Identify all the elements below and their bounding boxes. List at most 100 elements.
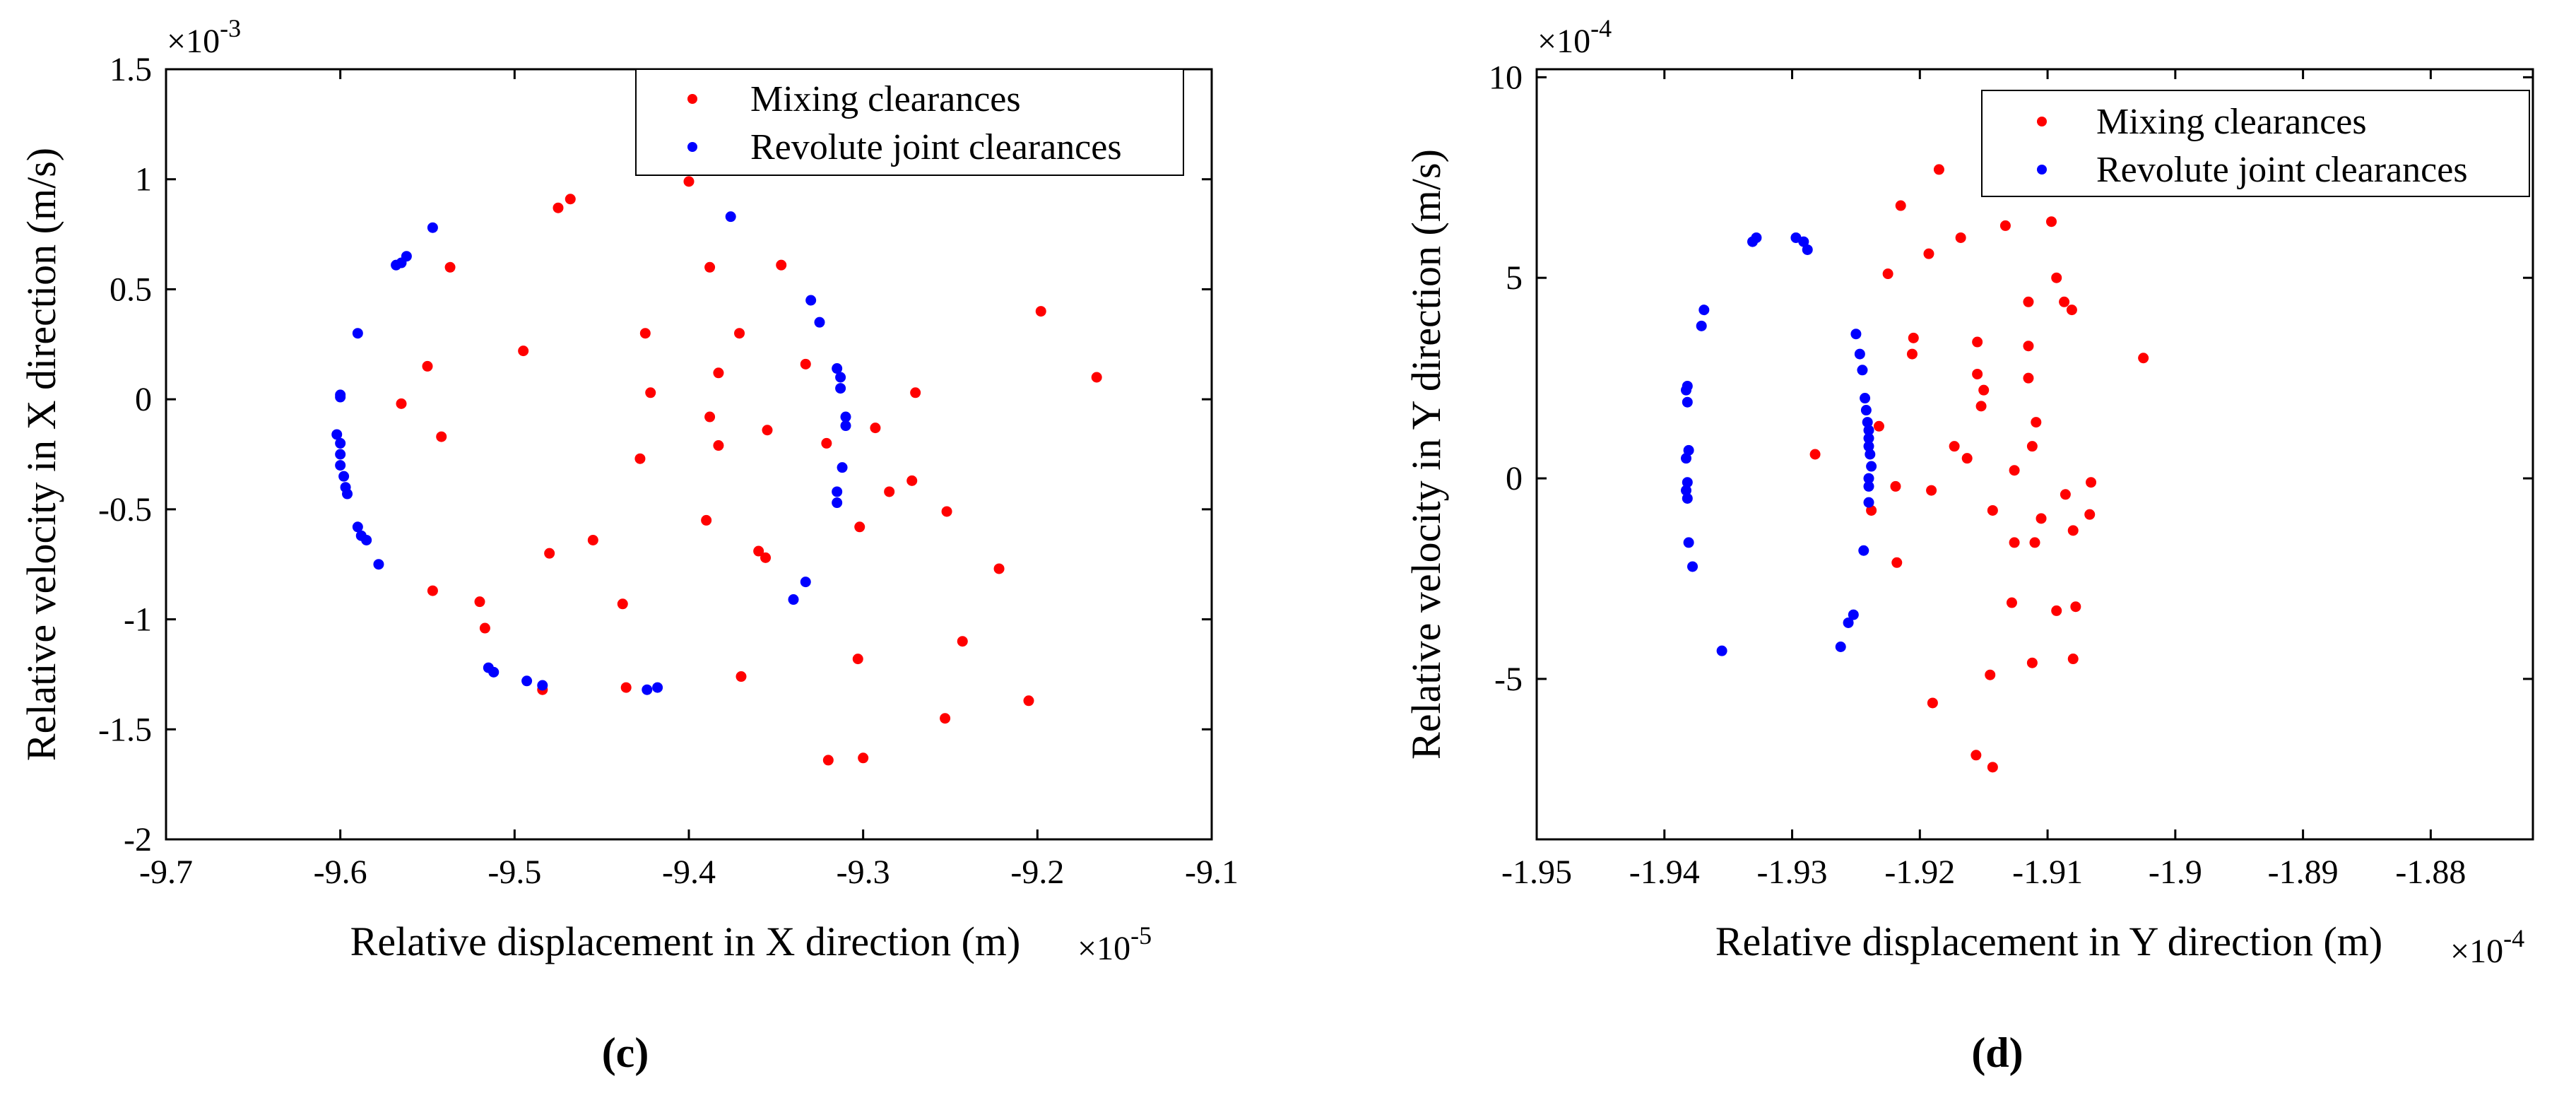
chart-c-point-mixing [906, 475, 918, 486]
chart-d-point-revolute [1862, 417, 1873, 428]
chart-c-point-revolute [335, 449, 346, 460]
chart-d-point-revolute [1863, 480, 1874, 492]
chart-c-legend-box [635, 69, 1184, 176]
chart-d-point-revolute [1863, 473, 1874, 484]
chart-d-x-axis-label: Relative displacement in Y direction (m) [1715, 918, 2382, 964]
chart-c-point-revolute [342, 488, 353, 500]
chart-d-point-mixing [2060, 489, 2071, 500]
chart-c-point-mixing [852, 654, 863, 665]
chart-c-point-mixing [587, 534, 598, 545]
chart-c-y-tick-label: 0.5 [110, 271, 152, 308]
chart-d-point-mixing [1891, 557, 1903, 568]
chart-d-y-tick-label: 10 [1489, 59, 1523, 96]
chart-c-y-tick-label: -1.5 [98, 711, 152, 748]
chart-c-point-revolute [488, 666, 500, 678]
chart-d-x-tick-label: -1.89 [2268, 853, 2339, 891]
chart-d-point-mixing [2059, 296, 2070, 307]
chart-d-point-revolute [1866, 461, 1877, 472]
chart-d-legend-marker-mixing [2037, 117, 2047, 126]
chart-d-y-multiplier: ×10-4 [1537, 14, 1612, 60]
chart-c-x-tick-label: -9.5 [488, 853, 541, 891]
caption-d: (d) [1971, 1029, 2023, 1076]
chart-d-point-mixing [1987, 504, 1998, 516]
chart-c-point-mixing [444, 261, 456, 273]
chart-c-y-tick-label: -2 [124, 821, 152, 858]
chart-d-point-mixing [1972, 336, 1983, 348]
chart-d-point-revolute [1798, 236, 1809, 247]
chart-c-point-mixing [396, 398, 407, 409]
chart-d-y-axis-label: Relative velocity in Y direction (m/s) [1403, 149, 1449, 760]
chart-c-point-mixing [645, 387, 656, 398]
chart-d-x-tick-label: -1.92 [1884, 853, 1955, 891]
chart-c: -9.7 -9.6 -9.5 -9.4 -9.3 -9.2 -9.1 -2 -1.5 -1 -0.5… [18, 14, 1239, 1076]
chart-c-point-mixing [821, 437, 832, 449]
chart-c-point-revolute [835, 383, 846, 394]
chart-c-point-mixing [822, 755, 834, 766]
chart-d-x-tick-label: -1.94 [1629, 853, 1700, 891]
chart-d-point-revolute [1858, 545, 1869, 556]
chart-d-point-mixing [2026, 441, 2038, 452]
chart-c-point-revolute [837, 462, 848, 473]
chart-d-point-mixing [2051, 272, 2062, 283]
chart-d-point-revolute [1802, 244, 1813, 255]
chart-c-point-mixing [620, 682, 632, 693]
chart-d-point-revolute [1682, 380, 1693, 391]
chart-c-point-mixing [734, 328, 745, 339]
chart-c-x-tick-label: -9.7 [139, 853, 193, 891]
chart-d-x-multiplier: ×10-4 [2450, 924, 2524, 970]
chart-d-x-tick-label: -1.93 [1757, 853, 1828, 891]
chart-c-point-revolute [832, 497, 843, 509]
chart-d-point-revolute [1682, 477, 1693, 488]
chart-c-point-revolute [835, 372, 846, 383]
chart-d-point-mixing [2031, 417, 2042, 428]
chart-d-point-mixing [2084, 509, 2096, 520]
chart-d-point-mixing [2026, 657, 2038, 668]
chart-c-point-mixing [776, 259, 787, 271]
caption-c: (c) [602, 1029, 649, 1076]
chart-d-point-revolute [1860, 405, 1872, 416]
chart-c-legend-marker-mixing [687, 94, 697, 104]
chart-c-point-mixing [762, 425, 773, 436]
chart-c-point-revolute [521, 675, 533, 687]
chart-c-point-revolute [352, 328, 363, 339]
chart-c-point-mixing [639, 328, 651, 339]
chart-c-point-mixing [704, 261, 716, 273]
chart-d-point-mixing [2138, 353, 2149, 364]
chart-c-point-mixing [704, 411, 716, 423]
chart-d-point-mixing [1949, 441, 1960, 452]
chart-c-point-mixing [479, 622, 490, 634]
chart-c-point-mixing [941, 506, 952, 517]
chart-c-point-mixing [753, 545, 764, 557]
chart-d-point-mixing [1906, 348, 1918, 360]
chart-c-x-tick-label: -9.3 [837, 853, 890, 891]
chart-d-x-tick-label: -1.95 [1501, 853, 1572, 891]
chart-d-point-revolute [1860, 393, 1871, 404]
chart-d-point-mixing [2070, 601, 2081, 613]
chart-d-point-mixing [1866, 504, 1877, 516]
chart-d-point-mixing [1978, 384, 1990, 396]
chart-c-point-mixing [884, 486, 895, 497]
chart-c-point-mixing [422, 360, 433, 372]
chart-c-point-revolute [725, 211, 736, 223]
chart-c-point-revolute [373, 559, 384, 570]
chart-d-point-revolute [1683, 444, 1694, 456]
chart-c-point-revolute [352, 521, 363, 533]
chart-c-ticks: -9.7 -9.6 -9.5 -9.4 -9.3 -9.2 -9.1 -2 -1.5 -1 -0.5… [98, 51, 1239, 891]
chart-d-point-revolute [1857, 365, 1868, 376]
chart-d-point-revolute [1687, 561, 1698, 572]
chart-c-point-mixing [993, 563, 1005, 574]
chart-c-point-mixing [565, 194, 576, 205]
chart-d-point-revolute [1863, 497, 1874, 508]
chart-d-point-mixing [2067, 525, 2079, 536]
chart-c-y-multiplier: ×10-3 [167, 14, 241, 60]
chart-d-point-mixing [2086, 477, 2097, 488]
chart-c-point-mixing [910, 387, 921, 398]
chart-c-point-mixing [427, 585, 438, 596]
chart-d-point-revolute [1682, 492, 1693, 504]
chart-c-point-mixing [940, 713, 951, 724]
chart-c-point-mixing [617, 598, 628, 610]
chart-c-point-revolute [391, 259, 402, 271]
chart-d-point-mixing [1985, 669, 1996, 680]
chart-d-legend: Mixing clearances Revolute joint clearan… [1981, 90, 2530, 197]
chart-d-point-mixing [2009, 537, 2020, 548]
